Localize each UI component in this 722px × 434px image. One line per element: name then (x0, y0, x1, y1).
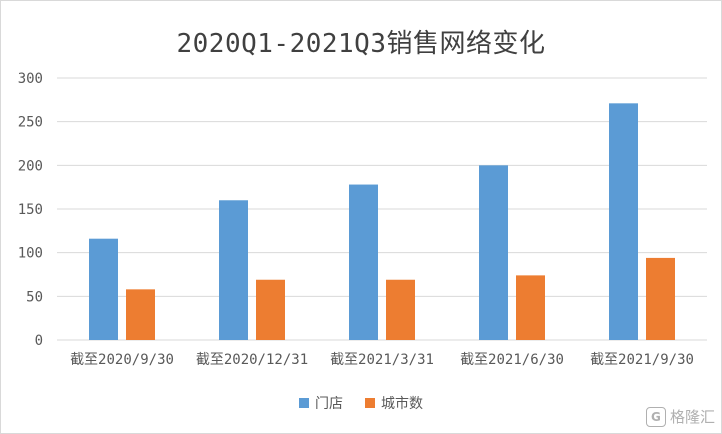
bar-cities (646, 257, 675, 340)
gelonghui-logo-icon: G (645, 406, 666, 427)
x-tick-label: 截至2020/12/31 (196, 352, 308, 368)
chart-title: 2020Q1-2021Q3销售网络变化 (176, 29, 546, 59)
bar-cities (386, 279, 415, 340)
x-tick-label: 截至2021/6/30 (460, 352, 564, 368)
legend-item-cities: 城市数 (365, 393, 423, 413)
legend: 门店 城市数 (1, 393, 721, 413)
y-tick-label: 150 (18, 202, 43, 218)
y-axis-tick-labels: 0 50 100 150 200 250 300 (18, 71, 43, 349)
y-tick-label: 0 (35, 333, 43, 349)
legend-swatch-stores (299, 398, 309, 408)
x-tick-label: 截至2021/3/31 (330, 352, 434, 368)
watermark-text: 格隆汇 (669, 408, 715, 426)
y-tick-label: 250 (18, 115, 43, 131)
x-axis-tick-labels: 截至2020/9/30 截至2020/12/31 截至2021/3/31 截至2021… (70, 352, 694, 368)
legend-item-stores: 门店 (299, 393, 343, 413)
bar-cities (256, 279, 285, 340)
bars (89, 103, 675, 341)
gridlines (57, 77, 707, 341)
legend-label-cities: 城市数 (381, 396, 423, 412)
bar-stores (219, 200, 248, 340)
legend-swatch-cities (365, 398, 375, 408)
bar-stores (479, 165, 508, 340)
bar-stores (349, 184, 378, 340)
legend-label-stores: 门店 (315, 396, 343, 412)
x-tick-label: 截至2020/9/30 (70, 352, 174, 368)
y-tick-label: 100 (18, 246, 43, 262)
y-tick-label: 200 (18, 158, 43, 174)
bar-cities (126, 289, 155, 340)
watermark: G 格隆汇 (645, 406, 715, 427)
bar-stores (89, 238, 118, 340)
y-tick-label: 50 (26, 289, 43, 305)
bar-cities (516, 275, 545, 340)
y-tick-label: 300 (18, 71, 43, 87)
x-tick-label: 截至2021/9/30 (590, 352, 694, 368)
bar-stores (609, 103, 638, 341)
